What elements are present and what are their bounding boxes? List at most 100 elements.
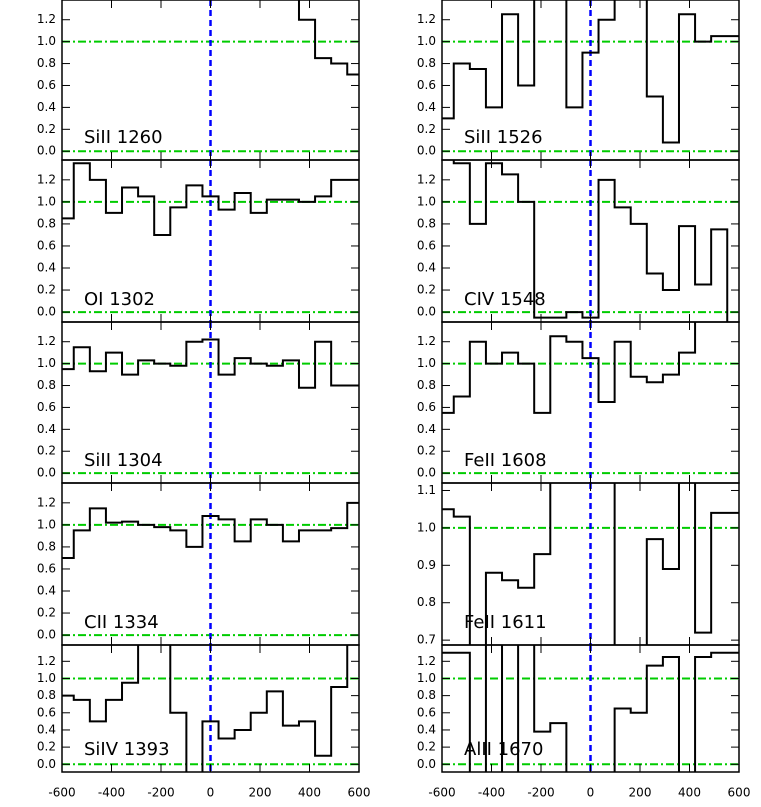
y-tick-label: 1.2 <box>417 334 436 348</box>
y-tick-label: 1.2 <box>417 172 436 186</box>
y-tick-label: 1.0 <box>37 194 56 208</box>
y-tick-label: 0.9 <box>417 558 436 572</box>
y-tick-label: 0.8 <box>37 216 56 230</box>
x-tick-label: 200 <box>249 786 272 800</box>
y-tick-label: 0.4 <box>37 261 56 275</box>
y-tick-label: 0.0 <box>37 628 56 642</box>
line-label: FeII 1608 <box>464 450 547 471</box>
line-label: SiII 1260 <box>84 127 163 148</box>
y-tick-label: 0.4 <box>417 100 436 114</box>
y-tick-label: 0.2 <box>417 122 436 136</box>
line-label: OI 1302 <box>84 289 155 310</box>
y-tick-label: 0.2 <box>37 122 56 136</box>
y-tick-label: 0.0 <box>37 305 56 319</box>
y-tick-label: 0.4 <box>417 261 436 275</box>
x-tick-label: 400 <box>298 786 321 800</box>
y-tick-label: 0.0 <box>37 757 56 771</box>
y-tick-label: 1.0 <box>417 34 436 48</box>
y-tick-label: 0.8 <box>37 56 56 70</box>
y-tick-label: 0.6 <box>37 705 56 719</box>
line-label: CIV 1548 <box>464 289 546 310</box>
panel <box>442 160 739 322</box>
y-tick-label: 0.0 <box>417 466 436 480</box>
y-tick-label: 1.2 <box>37 334 56 348</box>
y-tick-label: 0.0 <box>417 305 436 319</box>
y-tick-label: 1.0 <box>37 517 56 531</box>
y-tick-label: 0.6 <box>417 400 436 414</box>
y-tick-label: 0.2 <box>37 444 56 458</box>
x-tick-label: -600 <box>428 786 455 800</box>
panel <box>62 322 359 483</box>
y-tick-label: 0.8 <box>417 56 436 70</box>
line-label: CII 1334 <box>84 612 159 633</box>
y-tick-label: 1.0 <box>417 194 436 208</box>
x-tick-label: 600 <box>728 786 751 800</box>
y-tick-label: 0.6 <box>37 561 56 575</box>
line-label: AlII 1670 <box>464 739 543 760</box>
flux-step <box>62 645 359 772</box>
flux-step <box>297 0 359 76</box>
x-tick-label: 0 <box>207 786 215 800</box>
x-tick-label: 0 <box>587 786 595 800</box>
y-tick-label: 0.6 <box>417 705 436 719</box>
y-tick-label: 0.0 <box>417 757 436 771</box>
y-tick-label: 0.4 <box>417 422 436 436</box>
flux-step <box>442 322 697 414</box>
flux-step <box>452 160 729 322</box>
y-tick-label: 0.2 <box>37 606 56 620</box>
y-tick-label: 0.2 <box>37 283 56 297</box>
panel <box>62 160 359 322</box>
y-tick-label: 1.2 <box>417 654 436 668</box>
y-tick-label: 1.2 <box>37 654 56 668</box>
y-tick-label: 0.4 <box>37 100 56 114</box>
flux-step <box>62 501 359 559</box>
y-tick-label: 1.0 <box>417 356 436 370</box>
x-tick-label: -200 <box>527 786 554 800</box>
y-tick-label: 1.0 <box>37 356 56 370</box>
y-tick-label: 0.8 <box>37 688 56 702</box>
x-tick-label: 600 <box>348 786 371 800</box>
flux-step <box>442 0 739 144</box>
y-tick-label: 0.0 <box>417 144 436 158</box>
y-tick-label: 0.0 <box>37 144 56 158</box>
y-tick-label: 0.4 <box>37 584 56 598</box>
y-tick-label: 1.2 <box>37 172 56 186</box>
y-tick-label: 0.8 <box>417 688 436 702</box>
y-tick-label: 1.0 <box>37 34 56 48</box>
line-label: SiII 1304 <box>84 450 163 471</box>
y-tick-label: 0.4 <box>417 722 436 736</box>
x-tick-label: 400 <box>678 786 701 800</box>
panel <box>442 483 739 645</box>
y-tick-label: 1.2 <box>37 12 56 26</box>
y-tick-label: 0.8 <box>417 216 436 230</box>
y-tick-label: 0.2 <box>417 444 436 458</box>
y-tick-label: 1.0 <box>37 671 56 685</box>
x-tick-label: 200 <box>629 786 652 800</box>
line-label: FeII 1611 <box>464 612 547 633</box>
y-tick-label: 1.0 <box>417 520 436 534</box>
y-tick-label: 0.4 <box>37 722 56 736</box>
flux-step <box>62 338 359 389</box>
y-tick-label: 0.6 <box>37 238 56 252</box>
y-tick-label: 0.8 <box>417 378 436 392</box>
y-tick-label: 0.6 <box>417 238 436 252</box>
panel <box>442 322 739 483</box>
y-tick-label: 0.2 <box>37 740 56 754</box>
y-tick-label: 0.6 <box>37 400 56 414</box>
y-tick-label: 0.2 <box>417 740 436 754</box>
y-tick-label: 0.8 <box>37 539 56 553</box>
y-tick-label: 0.8 <box>37 378 56 392</box>
x-tick-label: -200 <box>147 786 174 800</box>
line-label: SiIV 1393 <box>84 739 170 760</box>
y-tick-label: 0.0 <box>37 466 56 480</box>
y-tick-label: 0.6 <box>417 78 436 92</box>
line-label: SiII 1526 <box>464 127 543 148</box>
y-tick-label: 0.2 <box>417 283 436 297</box>
y-tick-label: 0.6 <box>37 78 56 92</box>
x-tick-label: -400 <box>98 786 125 800</box>
flux-step <box>62 162 359 236</box>
y-tick-label: 0.7 <box>417 633 436 647</box>
panel <box>442 0 739 160</box>
y-tick-label: 1.2 <box>37 495 56 509</box>
